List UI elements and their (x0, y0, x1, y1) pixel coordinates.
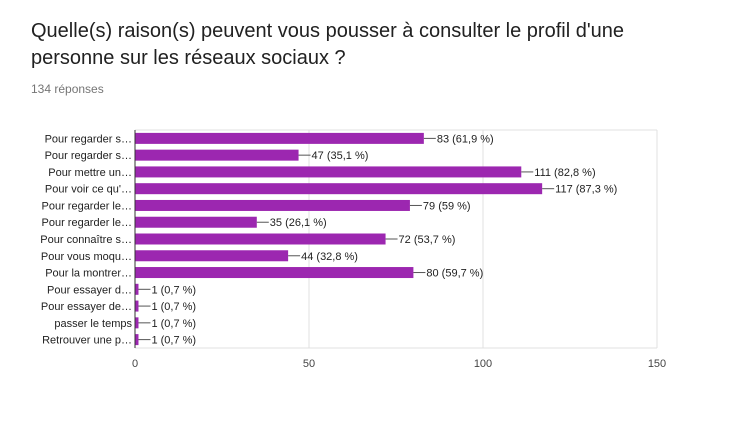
data-label: 44 (32,8 %) (301, 251, 358, 263)
data-label: 117 (87,3 %) (555, 184, 617, 196)
bar (135, 199, 410, 211)
bar (135, 300, 139, 312)
data-label: 72 (53,7 %) (399, 234, 456, 246)
category-label: Pour la montrer… (45, 268, 132, 280)
category-label: Pour regarder s… (45, 133, 132, 145)
data-label: 111 (82,8 %) (534, 167, 595, 179)
bar (135, 216, 257, 228)
response-count: 134 réponses (31, 82, 104, 96)
bar (135, 317, 139, 329)
bar (135, 250, 289, 262)
category-label: Pour connaître s… (40, 234, 132, 246)
data-label: 79 (59 %) (423, 200, 471, 212)
x-tick-label: 100 (474, 358, 492, 370)
data-label: 1 (0,7 %) (151, 318, 196, 330)
data-label: 35 (26,1 %) (270, 217, 327, 229)
bar (135, 149, 299, 161)
category-label: Retrouver une p… (42, 335, 132, 347)
x-tick-label: 0 (132, 358, 138, 370)
data-label: 1 (0,7 %) (151, 284, 196, 296)
data-label: 1 (0,7 %) (151, 301, 196, 313)
category-label: Pour voir ce qu'… (45, 184, 132, 196)
category-label: Pour essayer d… (47, 284, 132, 296)
category-label: Pour regarder le… (42, 217, 133, 229)
bar (135, 334, 139, 346)
data-label: 80 (59,7 %) (426, 268, 483, 280)
category-label: Pour regarder s… (45, 150, 132, 162)
category-label: Pour essayer de… (41, 301, 132, 313)
data-label: 1 (0,7 %) (151, 335, 196, 347)
category-label: Pour regarder le… (42, 200, 133, 212)
bar (135, 233, 386, 245)
bar (135, 166, 522, 178)
category-label: Pour mettre un… (48, 167, 132, 179)
bar (135, 267, 414, 279)
question-title: Quelle(s) raison(s) peuvent vous pousser… (31, 20, 625, 69)
data-label: 83 (61,9 %) (437, 133, 494, 145)
bar (135, 132, 424, 144)
data-label: 47 (35,1 %) (312, 150, 369, 162)
category-label: Pour vous moqu… (41, 251, 132, 263)
bar (135, 283, 139, 295)
x-tick-label: 50 (303, 358, 315, 370)
bar (135, 183, 543, 195)
x-tick-label: 150 (648, 358, 666, 370)
category-label: passer le temps (54, 318, 132, 330)
